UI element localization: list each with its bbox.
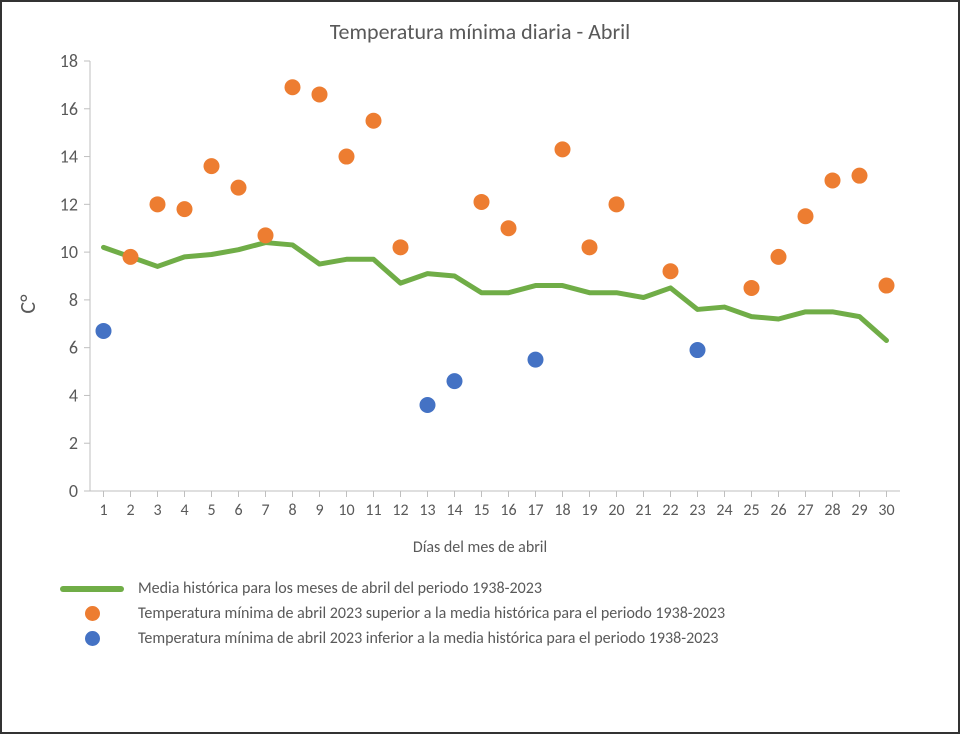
svg-text:23: 23: [689, 501, 705, 520]
svg-text:14: 14: [446, 501, 462, 520]
svg-text:26: 26: [770, 501, 786, 520]
chart-frame: Temperatura mínima diaria - Abril C° 024…: [0, 0, 960, 734]
svg-text:22: 22: [662, 501, 678, 520]
svg-text:16: 16: [60, 98, 78, 120]
svg-text:30: 30: [878, 501, 894, 520]
chart-svg: 0246810121416181234567891011121314151617…: [20, 51, 920, 531]
legend-label: Temperatura mínima de abril 2023 inferio…: [138, 629, 719, 648]
svg-text:17: 17: [527, 501, 543, 520]
svg-text:7: 7: [261, 501, 269, 520]
svg-text:6: 6: [234, 501, 242, 520]
legend-item-line: Media histórica para los meses de abril …: [60, 579, 940, 598]
legend-swatch-dot: [60, 631, 124, 646]
svg-text:18: 18: [554, 501, 570, 520]
svg-text:29: 29: [851, 501, 867, 520]
legend-item-below: Temperatura mínima de abril 2023 inferio…: [60, 629, 940, 648]
svg-text:14: 14: [60, 146, 78, 168]
svg-text:6: 6: [69, 337, 78, 359]
svg-text:12: 12: [60, 193, 78, 215]
svg-text:12: 12: [392, 501, 408, 520]
svg-text:9: 9: [315, 501, 323, 520]
legend-item-above: Temperatura mínima de abril 2023 superio…: [60, 604, 940, 623]
svg-text:13: 13: [419, 501, 435, 520]
svg-text:2: 2: [126, 501, 134, 520]
legend: Media histórica para los meses de abril …: [60, 579, 940, 648]
svg-text:16: 16: [500, 501, 516, 520]
svg-text:8: 8: [288, 501, 296, 520]
svg-text:10: 10: [60, 241, 78, 263]
legend-label: Media histórica para los meses de abril …: [138, 579, 542, 598]
svg-text:19: 19: [581, 501, 597, 520]
svg-text:8: 8: [69, 289, 78, 311]
svg-text:4: 4: [69, 384, 78, 406]
svg-text:21: 21: [635, 501, 651, 520]
legend-label: Temperatura mínima de abril 2023 superio…: [138, 604, 725, 623]
y-axis-label: C°: [14, 294, 41, 313]
legend-swatch-dot: [60, 606, 124, 621]
svg-text:0: 0: [69, 480, 78, 502]
svg-text:25: 25: [743, 501, 759, 520]
svg-text:20: 20: [608, 501, 624, 520]
svg-text:10: 10: [338, 501, 354, 520]
legend-swatch-line: [60, 586, 124, 592]
x-axis-label: Días del mes de abril: [20, 538, 940, 557]
svg-text:15: 15: [473, 501, 489, 520]
svg-text:3: 3: [153, 501, 161, 520]
svg-text:24: 24: [716, 501, 732, 520]
svg-text:18: 18: [60, 51, 78, 72]
svg-text:1: 1: [99, 501, 107, 520]
chart-title: Temperatura mínima diaria - Abril: [20, 18, 940, 45]
svg-text:4: 4: [180, 501, 188, 520]
svg-text:28: 28: [824, 501, 840, 520]
svg-text:27: 27: [797, 501, 813, 520]
svg-text:5: 5: [207, 501, 215, 520]
plot-area: C° 0246810121416181234567891011121314151…: [20, 51, 940, 557]
svg-text:2: 2: [69, 432, 78, 454]
svg-text:11: 11: [365, 501, 381, 520]
